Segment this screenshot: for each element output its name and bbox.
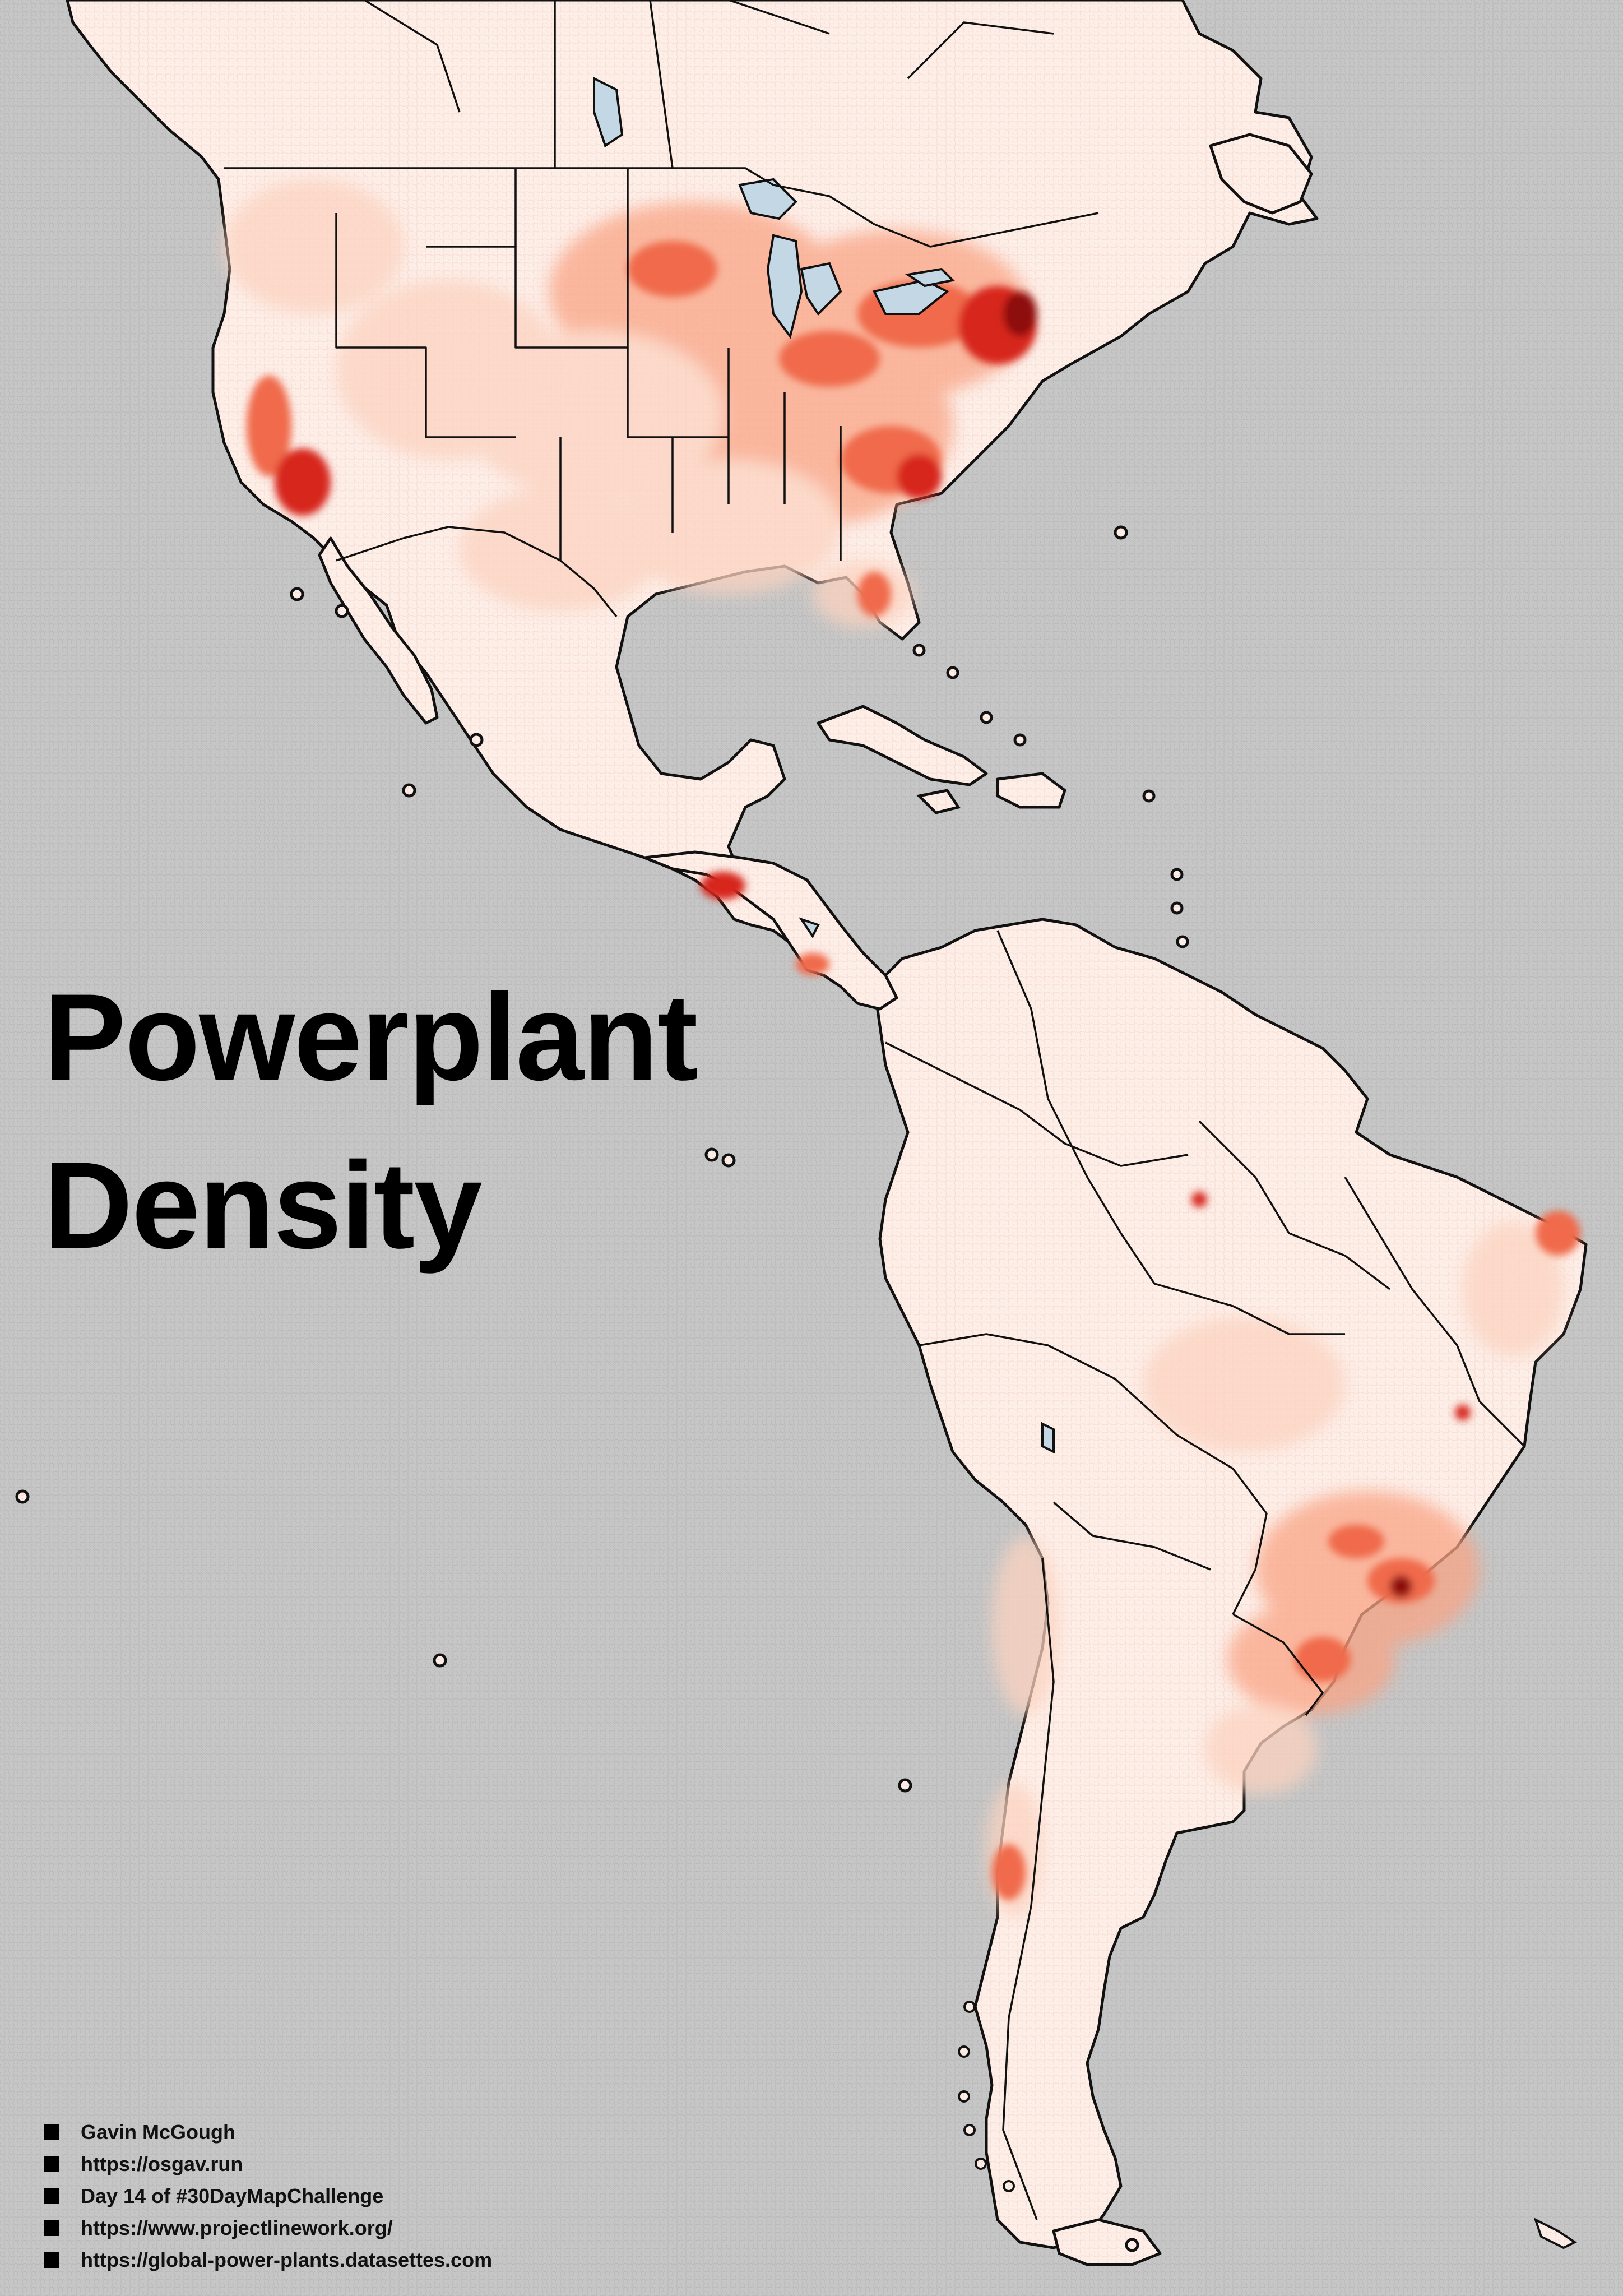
lakes (593, 76, 1055, 1454)
credit-item: Day 14 of #30DayMapChallenge (44, 2180, 492, 2212)
density-heat-north-america (224, 179, 1037, 975)
credit-source-powerplants: https://global-power-plants.datasettes.c… (81, 2248, 493, 2271)
credit-challenge: Day 14 of #30DayMapChallenge (81, 2184, 384, 2207)
credit-item: https://global-power-plants.datasettes.c… (44, 2244, 492, 2276)
title-line-2: Density (44, 1136, 483, 1274)
credit-website: https://osgav.run (81, 2152, 243, 2175)
credit-item: https://osgav.run (44, 2148, 492, 2180)
density-heat-south-america (986, 1192, 1580, 1917)
credit-source-linework: https://www.projectlinework.org/ (81, 2216, 393, 2239)
credits-list: Gavin McGough https://osgav.run Day 14 o… (44, 2116, 492, 2276)
credit-item: https://www.projectlinework.org/ (44, 2212, 492, 2244)
square-bullet-icon (44, 2220, 59, 2236)
square-bullet-icon (44, 2124, 59, 2140)
square-bullet-icon (44, 2252, 59, 2268)
map-title: Powerplant Density (44, 953, 698, 1289)
chile-islands (958, 2001, 1015, 2192)
title-line-1: Powerplant (44, 968, 698, 1106)
small-islands (15, 525, 1189, 2252)
credit-item: Gavin McGough (44, 2116, 492, 2148)
credit-author: Gavin McGough (81, 2120, 236, 2144)
south-america (643, 850, 1588, 2266)
square-bullet-icon (44, 2188, 59, 2204)
borders (224, 0, 1525, 2220)
caribbean-islands (817, 705, 1066, 814)
square-bullet-icon (44, 2156, 59, 2172)
